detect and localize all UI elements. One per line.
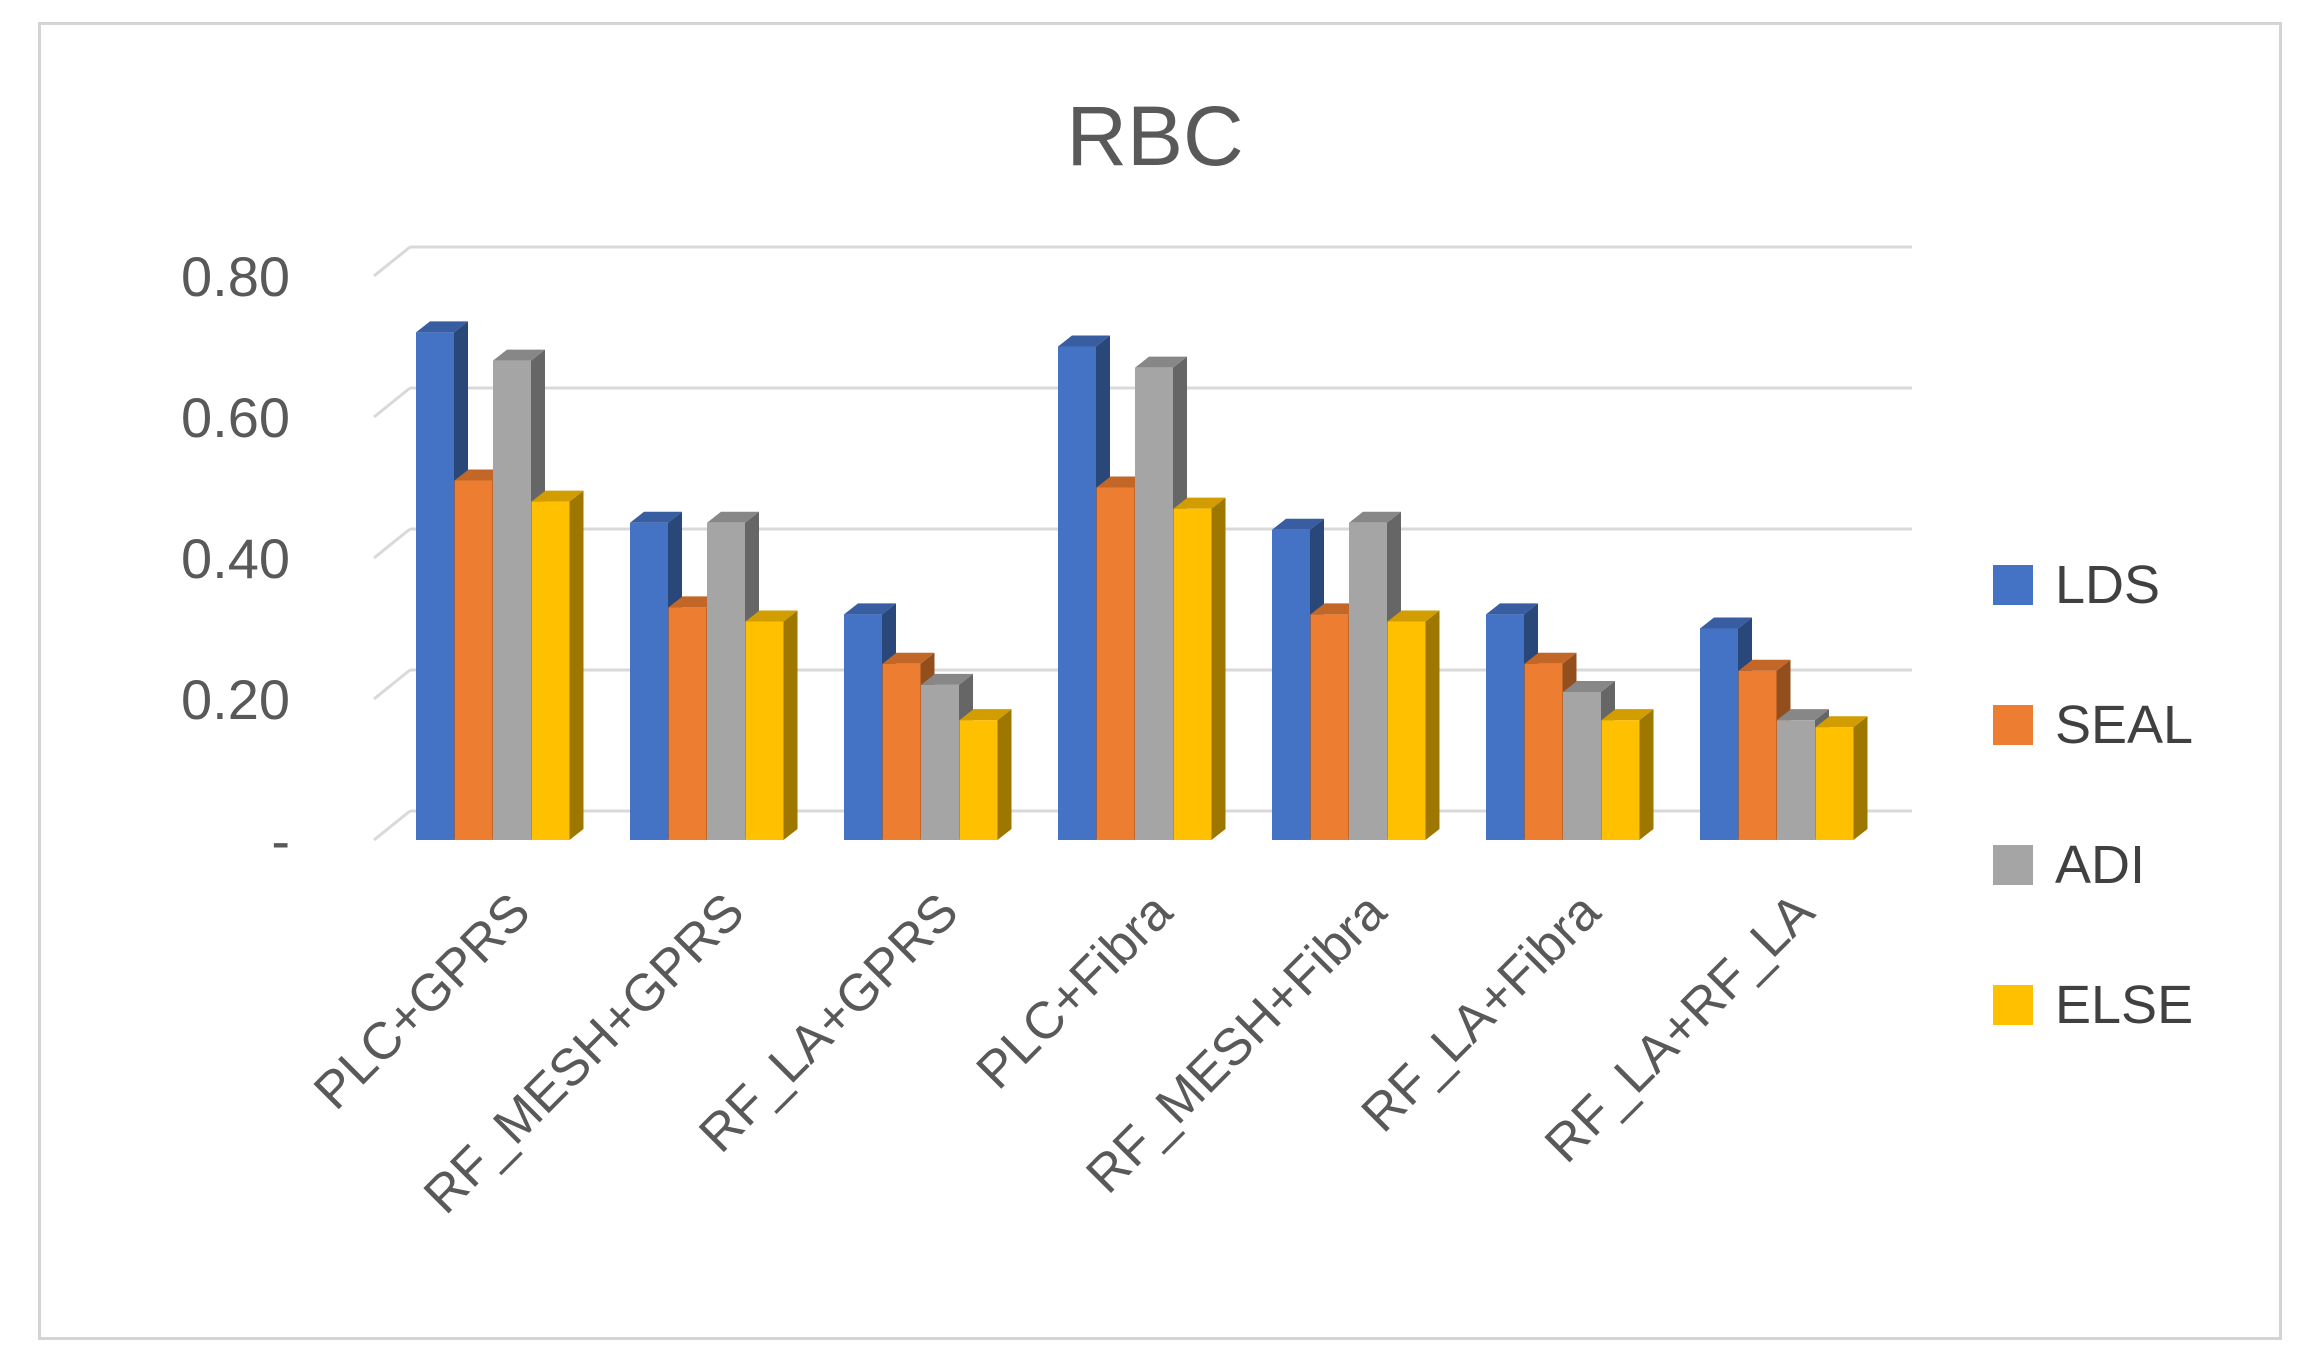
legend-label: ADI — [2055, 835, 2145, 895]
bar-seal — [1310, 614, 1349, 840]
bar-lds — [1058, 346, 1096, 840]
bar-side — [1425, 610, 1440, 840]
legend-swatch-lds — [1993, 565, 2033, 605]
y-tick-label: 0.20 — [181, 668, 290, 731]
bar-adi — [707, 522, 745, 840]
bar-seal — [882, 663, 921, 840]
bar-lds — [416, 332, 454, 840]
bar-top — [844, 603, 896, 615]
x-category-label: PLC+Fibra — [966, 882, 1184, 1100]
legend-label: ELSE — [2055, 975, 2193, 1035]
x-axis-categories: PLC+GPRSRF_MESH+GPRSRF_LA+GPRSPLC+FibraR… — [303, 882, 1825, 1225]
bar-adi — [1349, 522, 1387, 840]
bar-top — [1272, 518, 1324, 530]
bar-top — [707, 511, 759, 523]
legend-swatch-else — [1993, 985, 2033, 1025]
bar-else — [1173, 508, 1212, 840]
bar-top — [493, 349, 545, 361]
bar-side — [1639, 709, 1654, 840]
bar-top — [745, 610, 798, 622]
bar-top — [1777, 709, 1829, 721]
bar-seal — [1096, 487, 1135, 840]
bar-adi — [1135, 367, 1173, 840]
gridline-depth — [373, 668, 411, 701]
bar-adi — [1563, 691, 1601, 840]
bar-top — [1601, 709, 1654, 721]
bar-seal — [1524, 663, 1563, 840]
bar-lds — [844, 614, 882, 840]
bar-adi — [1777, 720, 1815, 840]
legend-label: SEAL — [2055, 695, 2193, 755]
legend-label: LDS — [2055, 555, 2160, 615]
bar-side — [783, 610, 798, 840]
bar-else — [745, 621, 784, 840]
bar-top — [630, 511, 682, 523]
bar-lds — [1272, 529, 1310, 840]
bar-adi — [493, 360, 531, 840]
bar-side — [1211, 497, 1226, 840]
bars — [416, 321, 1868, 840]
bar-lds — [1486, 614, 1524, 840]
bar-top — [882, 652, 935, 664]
bar-top — [1815, 716, 1868, 728]
bar-top — [1700, 617, 1752, 629]
bar-else — [1815, 727, 1854, 840]
bar-top — [1173, 497, 1226, 509]
bar-else — [1601, 720, 1640, 840]
chart-title: RBC — [1066, 89, 1243, 183]
gridline-depth — [373, 245, 411, 278]
y-tick-label: 0.80 — [181, 245, 290, 308]
y-tick-label: 0.40 — [181, 527, 290, 590]
bar-top — [1738, 659, 1791, 671]
bar-side — [1853, 716, 1868, 840]
bar-seal — [668, 607, 707, 840]
bar-top — [416, 321, 468, 333]
gridline-depth — [373, 809, 411, 842]
y-axis-ticks: - 0.20 0.40 0.60 0.80 — [181, 245, 290, 872]
bar-top — [959, 709, 1012, 721]
bar-top — [921, 673, 973, 685]
bar-lds — [630, 522, 668, 840]
bar-top — [1563, 680, 1615, 692]
bar-top — [1135, 356, 1187, 368]
bar-else — [1387, 621, 1426, 840]
bar-top — [1058, 335, 1110, 347]
bar-side — [569, 490, 584, 840]
bar-else — [959, 720, 998, 840]
bar-seal — [454, 480, 493, 840]
bar-top — [1486, 603, 1538, 615]
bar-else — [531, 501, 570, 840]
gridline-depth — [373, 527, 411, 560]
bar-top — [1387, 610, 1440, 622]
y-tick-label: - — [271, 809, 290, 872]
gridline-depth — [373, 386, 411, 419]
bar-side — [997, 709, 1012, 840]
y-tick-label: 0.60 — [181, 386, 290, 449]
bar-top — [1349, 511, 1401, 523]
bar-lds — [1700, 628, 1738, 840]
legend: LDS SEAL ADI ELSE — [1993, 555, 2193, 1035]
bar-top — [531, 490, 584, 502]
bar-adi — [921, 684, 959, 840]
bar-seal — [1738, 670, 1777, 840]
legend-swatch-adi — [1993, 845, 2033, 885]
bar-top — [1524, 652, 1577, 664]
legend-swatch-seal — [1993, 705, 2033, 745]
x-category-label: PLC+GPRS — [303, 882, 541, 1120]
